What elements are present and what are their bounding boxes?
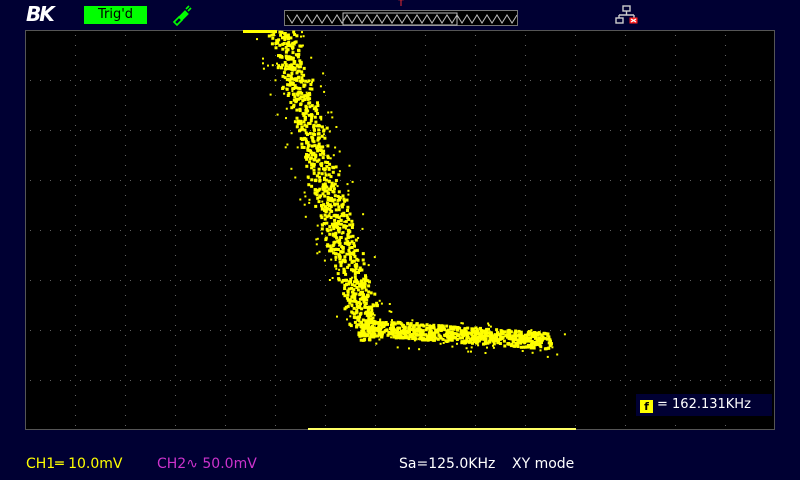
frequency-value: = 162.131KHz: [657, 397, 751, 412]
frequency-icon: f: [640, 400, 653, 413]
trigger-position-marker: T: [398, 0, 404, 9]
probe-icon: [172, 5, 192, 26]
frequency-readout: f = 162.131KHz: [636, 394, 772, 416]
trace-baseline: [308, 428, 576, 430]
xy-trace: [243, 30, 566, 358]
lan-disconnected-icon: [615, 5, 638, 24]
trigger-position-bar[interactable]: [284, 10, 518, 26]
brand-logo: BK: [26, 2, 55, 26]
ch2-scale[interactable]: CH2∿ 50.0mV: [157, 456, 257, 472]
scope-graticule: [30, 30, 771, 430]
ch1-scale[interactable]: CH1═ 10.0mV: [26, 456, 123, 472]
trigger-status-badge: Trig'd: [84, 6, 147, 24]
display-mode[interactable]: XY mode: [512, 456, 575, 472]
waveform-overview: [286, 12, 518, 26]
sample-rate: Sa=125.0KHz: [399, 456, 496, 472]
